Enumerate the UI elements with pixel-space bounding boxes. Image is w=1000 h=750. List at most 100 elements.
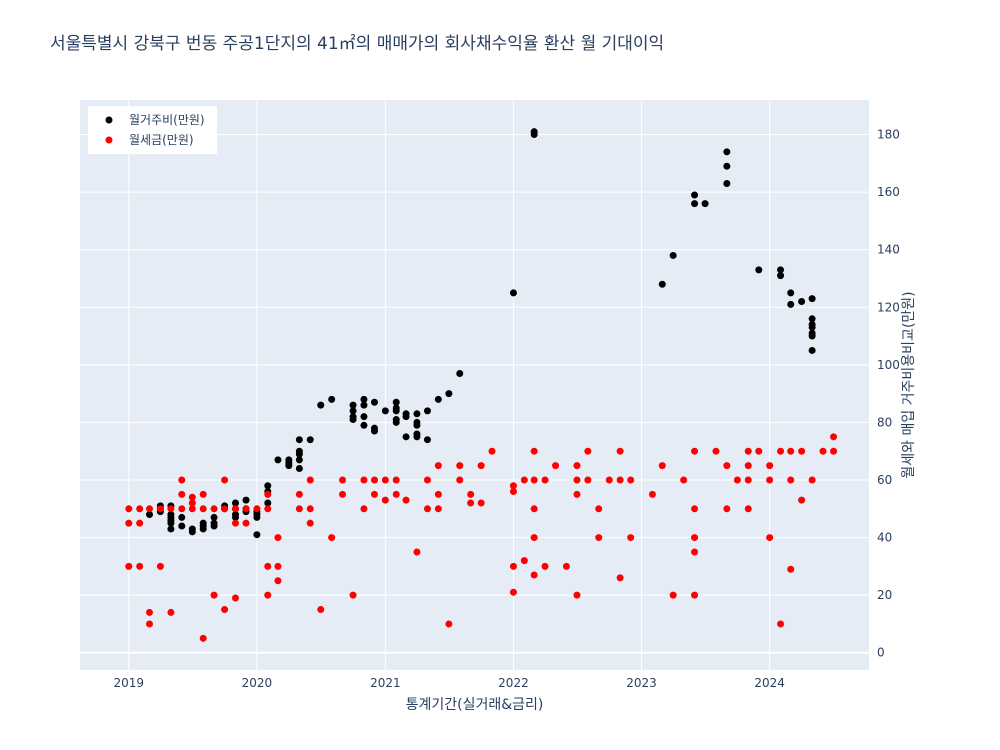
data-point[interactable] bbox=[530, 505, 538, 513]
data-point[interactable] bbox=[242, 505, 250, 513]
legend[interactable]: 월거주비(만원) 월세금(만원) bbox=[88, 106, 217, 154]
legend-label-series-1[interactable]: 월거주비(만원) bbox=[129, 113, 205, 127]
data-point[interactable] bbox=[434, 395, 442, 403]
data-point[interactable] bbox=[221, 505, 229, 513]
data-point[interactable] bbox=[520, 476, 528, 484]
data-point[interactable] bbox=[360, 413, 368, 421]
data-point[interactable] bbox=[125, 519, 133, 527]
data-point[interactable] bbox=[210, 513, 218, 521]
data-point[interactable] bbox=[349, 591, 357, 599]
data-point[interactable] bbox=[392, 404, 400, 412]
data-point[interactable] bbox=[178, 490, 186, 498]
data-point[interactable] bbox=[210, 519, 218, 527]
data-point[interactable] bbox=[691, 548, 699, 556]
data-point[interactable] bbox=[691, 505, 699, 513]
data-point[interactable] bbox=[584, 476, 592, 484]
data-point[interactable] bbox=[253, 531, 261, 539]
data-point[interactable] bbox=[777, 272, 785, 280]
data-point[interactable] bbox=[188, 499, 196, 507]
legend-label-series-2[interactable]: 월세금(만원) bbox=[129, 133, 194, 147]
data-point[interactable] bbox=[798, 298, 806, 306]
data-point[interactable] bbox=[145, 608, 153, 616]
data-point[interactable] bbox=[808, 346, 816, 354]
data-point[interactable] bbox=[156, 505, 164, 513]
data-point[interactable] bbox=[445, 620, 453, 628]
data-point[interactable] bbox=[178, 476, 186, 484]
data-point[interactable] bbox=[808, 329, 816, 337]
data-point[interactable] bbox=[370, 490, 378, 498]
data-point[interactable] bbox=[830, 447, 838, 455]
data-point[interactable] bbox=[370, 398, 378, 406]
data-point[interactable] bbox=[264, 505, 272, 513]
data-point[interactable] bbox=[295, 505, 303, 513]
data-point[interactable] bbox=[306, 505, 314, 513]
data-point[interactable] bbox=[339, 490, 347, 498]
data-point[interactable] bbox=[264, 499, 272, 507]
data-point[interactable] bbox=[360, 401, 368, 409]
data-point[interactable] bbox=[658, 462, 666, 470]
data-point[interactable] bbox=[530, 571, 538, 579]
data-point[interactable] bbox=[339, 476, 347, 484]
data-point[interactable] bbox=[413, 410, 421, 418]
data-point[interactable] bbox=[627, 476, 635, 484]
data-point[interactable] bbox=[210, 591, 218, 599]
data-point[interactable] bbox=[402, 496, 410, 504]
data-point[interactable] bbox=[423, 436, 431, 444]
data-point[interactable] bbox=[477, 499, 485, 507]
data-point[interactable] bbox=[264, 482, 272, 490]
data-point[interactable] bbox=[648, 490, 656, 498]
data-point[interactable] bbox=[210, 505, 218, 513]
data-point[interactable] bbox=[295, 436, 303, 444]
data-point[interactable] bbox=[777, 447, 785, 455]
data-point[interactable] bbox=[231, 505, 239, 513]
data-point[interactable] bbox=[830, 433, 838, 441]
data-point[interactable] bbox=[199, 490, 207, 498]
data-point[interactable] bbox=[744, 462, 752, 470]
data-point[interactable] bbox=[167, 525, 175, 533]
data-point[interactable] bbox=[509, 588, 517, 596]
data-point[interactable] bbox=[306, 519, 314, 527]
data-point[interactable] bbox=[616, 447, 624, 455]
data-point[interactable] bbox=[264, 562, 272, 570]
data-point[interactable] bbox=[136, 519, 144, 527]
data-point[interactable] bbox=[295, 464, 303, 472]
data-point[interactable] bbox=[723, 505, 731, 513]
data-point[interactable] bbox=[777, 266, 785, 274]
data-point[interactable] bbox=[723, 462, 731, 470]
data-point[interactable] bbox=[402, 410, 410, 418]
data-point[interactable] bbox=[413, 548, 421, 556]
data-point[interactable] bbox=[691, 200, 699, 208]
data-point[interactable] bbox=[467, 490, 475, 498]
data-point[interactable] bbox=[530, 534, 538, 542]
data-point[interactable] bbox=[317, 606, 325, 614]
data-point[interactable] bbox=[605, 476, 613, 484]
data-point[interactable] bbox=[306, 476, 314, 484]
data-point[interactable] bbox=[595, 534, 603, 542]
data-point[interactable] bbox=[145, 511, 153, 519]
data-point[interactable] bbox=[413, 430, 421, 438]
data-point[interactable] bbox=[808, 476, 816, 484]
data-point[interactable] bbox=[723, 148, 731, 156]
data-point[interactable] bbox=[691, 591, 699, 599]
data-point[interactable] bbox=[766, 462, 774, 470]
data-point[interactable] bbox=[755, 266, 763, 274]
data-point[interactable] bbox=[456, 476, 464, 484]
data-point[interactable] bbox=[199, 519, 207, 527]
data-point[interactable] bbox=[616, 476, 624, 484]
data-point[interactable] bbox=[552, 462, 560, 470]
data-point[interactable] bbox=[766, 476, 774, 484]
data-point[interactable] bbox=[392, 476, 400, 484]
data-point[interactable] bbox=[798, 447, 806, 455]
data-point[interactable] bbox=[766, 534, 774, 542]
data-point[interactable] bbox=[306, 436, 314, 444]
data-point[interactable] bbox=[178, 513, 186, 521]
data-point[interactable] bbox=[402, 433, 410, 441]
data-point[interactable] bbox=[787, 565, 795, 573]
data-point[interactable] bbox=[413, 418, 421, 426]
data-point[interactable] bbox=[787, 300, 795, 308]
data-point[interactable] bbox=[317, 401, 325, 409]
data-point[interactable] bbox=[295, 456, 303, 464]
data-point[interactable] bbox=[787, 289, 795, 297]
data-point[interactable] bbox=[423, 476, 431, 484]
data-point[interactable] bbox=[199, 505, 207, 513]
